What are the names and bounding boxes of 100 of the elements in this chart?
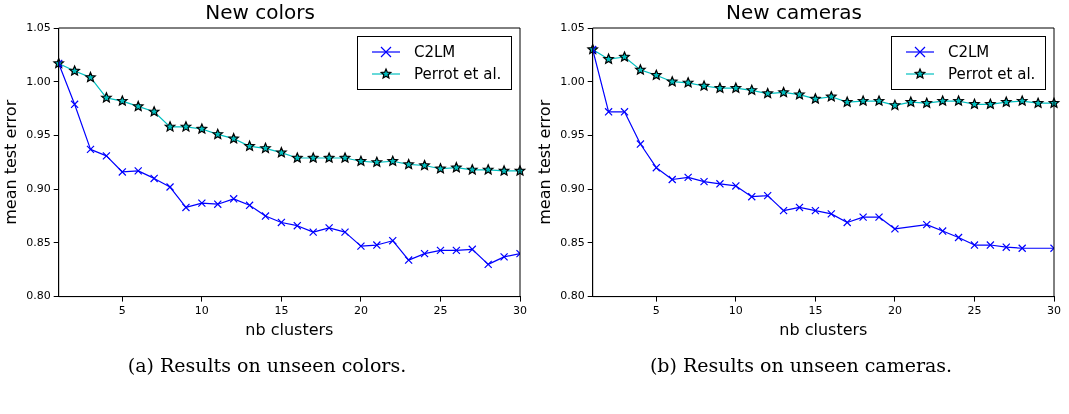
point: [261, 211, 270, 221]
y-tick-label: 0.85: [560, 235, 585, 249]
point: [165, 182, 175, 192]
y-tick-label: 1.00: [26, 74, 51, 88]
legend-label: Perrot et al.: [948, 64, 1036, 85]
point: [794, 89, 805, 100]
point: [118, 167, 127, 177]
point: [307, 152, 319, 163]
point: [762, 87, 774, 99]
y-axis-title: mean test error: [534, 99, 554, 225]
point: [372, 240, 381, 250]
point: [858, 212, 868, 222]
point: [619, 51, 630, 62]
y-axis-title: mean test error: [0, 99, 20, 225]
chart-title: New colors: [205, 0, 315, 25]
x-tick-label: 20: [887, 304, 902, 318]
point: [355, 155, 367, 166]
point: [747, 192, 756, 201]
point: [668, 175, 677, 184]
point: [212, 128, 224, 140]
point: [666, 76, 678, 87]
point: [228, 133, 240, 144]
point: [857, 95, 869, 106]
point: [197, 198, 206, 208]
point: [85, 71, 96, 83]
point: [922, 220, 931, 229]
point: [921, 97, 933, 108]
point: [889, 99, 901, 110]
text: (a) Results on unseen colors.: [126, 354, 408, 376]
point: [116, 95, 128, 106]
point: [101, 92, 112, 103]
point: [714, 82, 726, 93]
x-tick-label: 5: [118, 304, 126, 318]
point: [244, 140, 255, 151]
point: [468, 245, 477, 254]
point: [954, 233, 963, 242]
point: [323, 152, 335, 163]
point: [164, 121, 176, 132]
point: [970, 240, 979, 250]
point: [148, 106, 160, 117]
point: [180, 121, 192, 132]
point: [795, 203, 804, 212]
point: [150, 174, 159, 183]
x-axis-title: nb clusters: [779, 319, 868, 339]
point: [276, 147, 287, 158]
point: [938, 226, 947, 236]
point: [986, 240, 995, 250]
x-tick-label: 15: [808, 304, 823, 318]
y-tick-label: 0.80: [560, 289, 585, 303]
point: [746, 84, 758, 95]
point: [181, 203, 191, 212]
point: [1018, 244, 1027, 253]
y-tick-label: 1.00: [560, 74, 585, 88]
x-tick-label: 15: [274, 304, 289, 318]
point: [435, 163, 446, 174]
legend-label: C2LM: [948, 42, 990, 63]
point: [260, 142, 271, 153]
point: [499, 252, 509, 261]
y-tick-label: 0.90: [560, 182, 585, 196]
point: [419, 159, 430, 171]
y-tick-label: 0.90: [26, 182, 51, 196]
point: [841, 96, 853, 107]
point: [277, 218, 286, 227]
point: [356, 241, 366, 251]
point: [387, 155, 399, 166]
point: [953, 95, 964, 106]
point: [498, 165, 510, 176]
point: [436, 246, 445, 255]
point: [1032, 97, 1044, 108]
point: [1000, 96, 1012, 107]
point: [873, 95, 885, 106]
point: [404, 255, 413, 265]
point: [604, 107, 613, 116]
point: [340, 228, 350, 237]
point: [291, 152, 303, 163]
point: [403, 158, 415, 170]
point: [309, 228, 318, 237]
point: [778, 86, 789, 98]
point: [699, 177, 709, 186]
point: [937, 95, 949, 106]
x-tick-label: 25: [433, 304, 448, 318]
point: [229, 194, 238, 203]
point: [730, 82, 742, 93]
point: [69, 65, 80, 76]
point: [102, 151, 111, 160]
point: [635, 64, 646, 75]
x-tick-label: 20: [353, 304, 368, 318]
point: [985, 98, 996, 109]
point: [213, 200, 222, 209]
point: [636, 139, 645, 149]
point: [324, 223, 334, 232]
point: [86, 145, 95, 154]
point: [70, 100, 79, 109]
point: [905, 96, 917, 107]
x-tick-label: 5: [652, 304, 660, 318]
point: [603, 53, 614, 64]
point: [245, 201, 254, 210]
point: [825, 91, 837, 102]
point: [715, 179, 725, 188]
point: [890, 224, 900, 234]
